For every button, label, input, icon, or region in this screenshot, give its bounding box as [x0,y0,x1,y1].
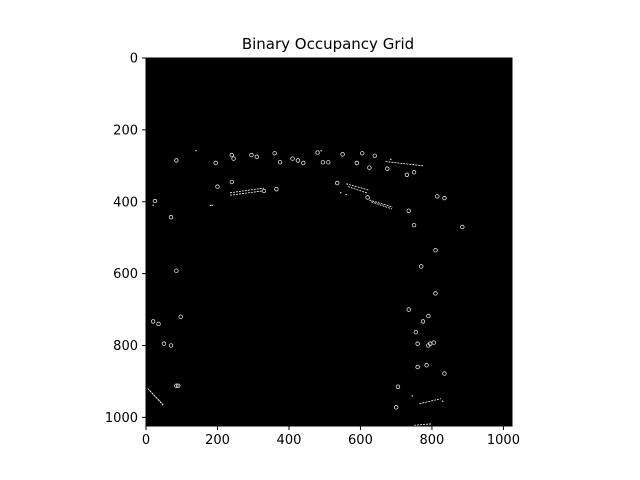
occupied-ring [404,172,410,177]
occupied-ring [174,268,179,273]
occupied-ring [406,307,411,312]
occupied-ring [229,179,234,185]
occupied-ring [420,319,426,324]
occupied-ring [424,363,429,368]
occupied-ring [254,154,259,159]
occupied-ring [413,330,419,335]
occupied-ring [394,405,399,410]
occupied-ring [395,384,401,389]
occupied-segment [347,186,368,194]
occupied-ring [320,160,326,165]
x-tick-label: 0 [142,433,150,448]
occupied-point [411,395,413,397]
occupancy-image [146,58,512,426]
occupied-ring [290,156,295,161]
occupied-ring [261,188,267,194]
y-tick-label: 800 [113,339,138,354]
x-tick-label: 200 [205,433,230,448]
occupied-segment [371,201,393,210]
occupied-ring [372,153,377,158]
chart-title: Binary Occupancy Grid [242,35,414,53]
occupied-ring [249,152,254,158]
x-tick-label: 400 [277,433,302,448]
occupied-ring [426,343,431,348]
y-tick-label: 400 [113,195,138,210]
occupied-point [209,204,211,206]
occupied-ring [335,180,340,186]
occupied-point [195,150,197,152]
occupied-ring [367,165,372,170]
occupied-ring [433,248,438,253]
occupied-ring [215,184,220,189]
occupied-point [390,158,392,160]
axes-frame [145,57,513,427]
occupied-point [211,204,213,206]
occupied-point [152,204,154,206]
occupied-segment [419,398,441,405]
occupied-segment [229,187,265,194]
occupied-ring [385,166,390,171]
occupied-segment [385,161,424,167]
occupied-ring [360,151,365,156]
occupied-ring [406,208,411,213]
x-tick-label: 600 [348,433,373,448]
occupied-ring [411,222,417,228]
occupied-ring [174,158,179,163]
occupied-point [320,150,322,152]
x-axis: 0 200 400 600 800 1000 [142,426,520,448]
occupied-point [345,193,347,196]
occupied-ring [431,340,436,345]
occupied-ring [168,215,174,220]
occupied-segment [369,199,393,208]
occupied-ring [274,187,279,192]
occupied-ring [156,321,161,327]
occupied-ring [460,224,465,230]
occupied-ring [229,152,234,158]
y-axis: 0 200 400 600 800 1000 [105,52,146,426]
occupied-segment [149,390,165,407]
occupied-ring [295,158,301,163]
occupied-ring [442,371,447,376]
occupied-ring [168,343,174,348]
occupied-ring [161,341,167,346]
y-tick-label: 600 [113,267,138,282]
occupied-ring [415,341,420,346]
occupied-cells [147,150,465,426]
occupied-ring [415,364,420,370]
occupied-segment [346,183,370,191]
occupied-ring [152,198,158,204]
occupied-ring [435,194,440,199]
occupied-ring [354,160,360,166]
occupied-ring [426,313,431,319]
y-tick-label: 200 [113,123,138,138]
occupied-ring [178,314,183,319]
occupied-point [340,192,342,194]
occupied-ring [176,383,181,388]
occupied-ring [442,196,447,201]
plot-area [145,57,513,427]
occupied-point [442,400,444,402]
occupied-segment [229,190,263,196]
x-tick-label: 800 [420,433,445,448]
y-tick-label: 0 [130,52,138,67]
occupied-ring [272,151,277,156]
occupied-ring [340,152,345,157]
occupied-ring [326,160,331,165]
occupied-ring [231,156,236,161]
occupied-ring [433,291,438,296]
occupied-ring [365,195,370,200]
occupied-ring [174,383,179,388]
occupied-ring [419,264,424,269]
occupied-ring [213,160,218,166]
occupied-ring [301,160,306,166]
occupied-ring [150,319,156,324]
x-tick-label: 1000 [487,433,520,448]
occupied-ring [277,160,283,165]
y-tick-label: 1000 [105,411,138,426]
occupied-ring [411,170,417,175]
occupied-ring [315,150,320,155]
